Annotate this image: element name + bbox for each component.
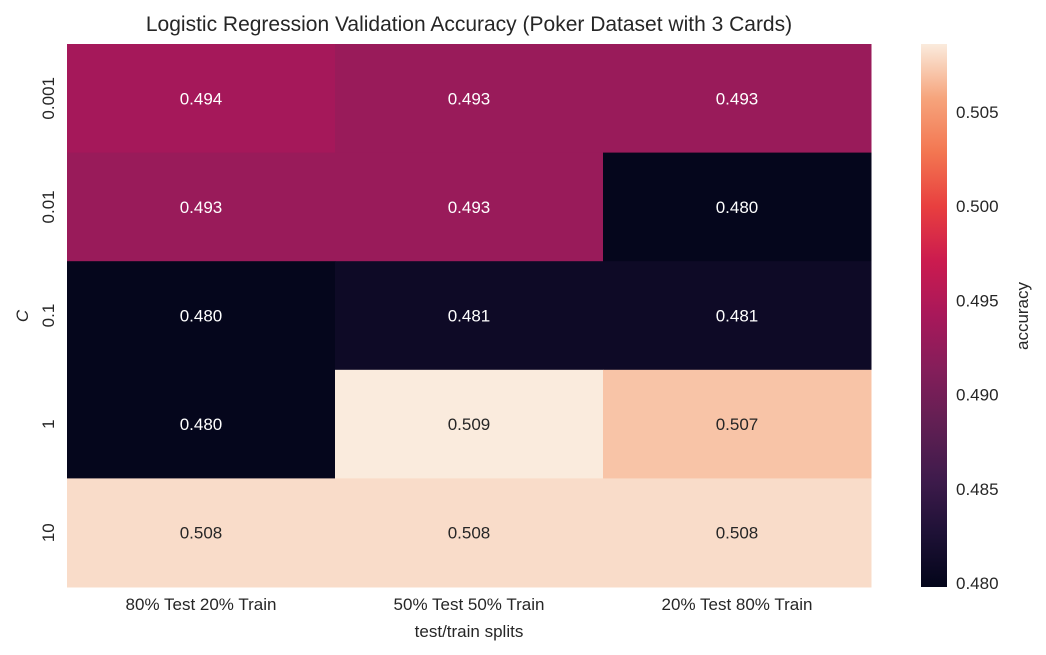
heatmap-cell xyxy=(67,44,336,154)
heatmap-cell xyxy=(67,369,336,479)
cell-value-label: 0.493 xyxy=(180,198,223,217)
y-tick-label: 0.01 xyxy=(39,190,58,223)
colorbar-tick-label: 0.480 xyxy=(956,574,999,593)
heatmap-cell xyxy=(67,478,336,588)
colorbar xyxy=(921,44,947,587)
heatmap-cell xyxy=(335,261,604,371)
heatmap-cell xyxy=(335,152,604,262)
cell-value-label: 0.493 xyxy=(448,198,491,217)
colorbar-ticks: 0.480 0.485 0.490 0.495 0.500 0.505 xyxy=(956,103,999,593)
cell-value-label: 0.493 xyxy=(716,89,759,108)
y-tick-label: 0.1 xyxy=(39,304,58,328)
cell-value-label: 0.507 xyxy=(716,415,759,434)
y-tick-labels: 0.001 0.01 0.1 1 10 xyxy=(39,77,58,542)
heatmap-cell xyxy=(603,478,872,588)
x-tick-label: 50% Test 50% Train xyxy=(394,595,545,614)
cell-value-label: 0.480 xyxy=(716,198,759,217)
x-tick-label: 20% Test 80% Train xyxy=(662,595,813,614)
x-tick-label: 80% Test 20% Train xyxy=(126,595,277,614)
heatmap-cell xyxy=(603,44,872,154)
cell-value-label: 0.480 xyxy=(180,307,223,326)
chart-title: Logistic Regression Validation Accuracy … xyxy=(146,13,792,36)
heatmap-cell xyxy=(603,261,872,371)
cell-value-label: 0.493 xyxy=(448,89,491,108)
cell-value-label: 0.508 xyxy=(180,524,223,543)
heatmap-cell xyxy=(603,369,872,479)
cell-value-label: 0.509 xyxy=(448,415,491,434)
cell-value-label: 0.494 xyxy=(180,89,223,108)
cell-value-label: 0.481 xyxy=(716,307,759,326)
heatmap-cell xyxy=(603,152,872,262)
y-tick-label: 0.001 xyxy=(39,77,58,120)
y-tick-label: 1 xyxy=(39,419,58,428)
x-tick-labels: 80% Test 20% Train 50% Test 50% Train 20% … xyxy=(126,595,813,614)
heatmap-cell xyxy=(335,478,604,588)
heatmap-cell xyxy=(67,261,336,371)
cell-value-label: 0.508 xyxy=(716,524,759,543)
heatmap-cell xyxy=(335,44,604,154)
colorbar-label: accuracy xyxy=(1013,281,1032,350)
colorbar-tick-label: 0.505 xyxy=(956,103,999,122)
y-tick-label: 10 xyxy=(39,523,58,542)
y-axis-label: C xyxy=(13,309,32,322)
colorbar-tick-label: 0.495 xyxy=(956,291,999,310)
cell-annotations: 0.494 0.493 0.493 0.493 0.493 0.480 0.480 0.481… xyxy=(180,89,759,542)
colorbar-tick-label: 0.490 xyxy=(956,386,999,405)
x-axis-label: test/train splits xyxy=(415,622,524,641)
cell-value-label: 0.481 xyxy=(448,307,491,326)
colorbar-tick-label: 0.500 xyxy=(956,197,999,216)
heatmap-cell xyxy=(335,369,604,479)
cell-value-label: 0.480 xyxy=(180,415,223,434)
colorbar-tick-label: 0.485 xyxy=(956,480,999,499)
heatmap-cells xyxy=(67,44,872,588)
heatmap-cell xyxy=(67,152,336,262)
cell-value-label: 0.508 xyxy=(448,524,491,543)
